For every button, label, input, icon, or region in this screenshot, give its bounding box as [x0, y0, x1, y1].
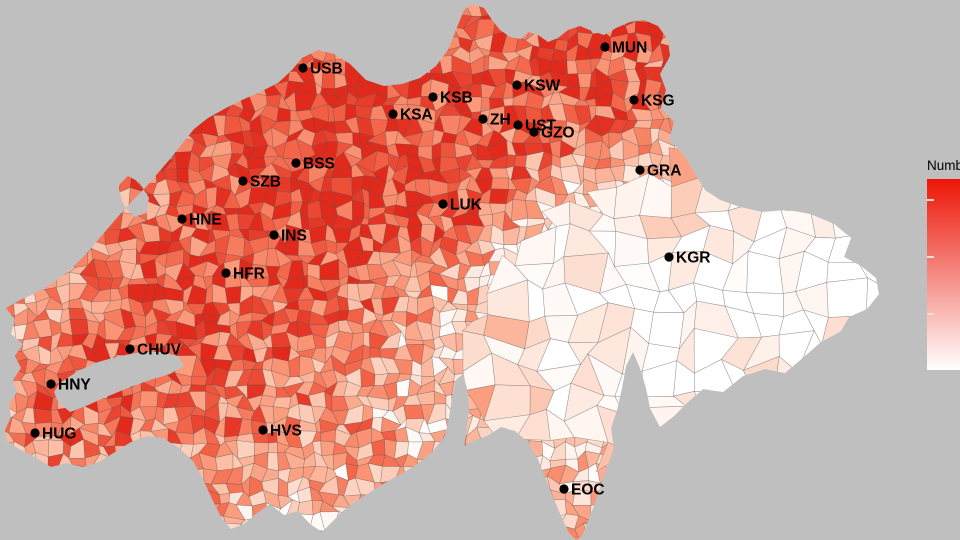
legend-colorbar — [927, 179, 960, 370]
marker-dot-icon — [46, 379, 56, 389]
marker-dot-icon — [258, 425, 268, 435]
legend-tick — [927, 256, 934, 258]
hospital-marker-ins: INS — [269, 228, 307, 245]
marker-label: KSA — [400, 107, 433, 124]
marker-label: LUK — [450, 197, 483, 214]
marker-dot-icon — [388, 109, 398, 119]
marker-label: HUG — [42, 426, 76, 443]
hospital-marker-hny: HNY — [46, 377, 91, 394]
marker-dot-icon — [221, 268, 231, 278]
legend-tick — [927, 199, 934, 201]
marker-label: HVS — [270, 423, 302, 440]
marker-dot-icon — [513, 120, 523, 130]
marker-dot-icon — [291, 158, 301, 168]
marker-label: KSG — [641, 93, 675, 110]
marker-label: GZO — [541, 125, 575, 142]
marker-label: USB — [310, 61, 343, 78]
marker-dot-icon — [512, 80, 522, 90]
marker-dot-icon — [664, 252, 674, 262]
hospital-marker-hvs: HVS — [258, 423, 302, 440]
legend-tick — [927, 313, 934, 315]
hospital-marker-hug: HUG — [30, 426, 76, 443]
hospital-marker-eoc: EOC — [559, 482, 605, 499]
marker-label: HNY — [58, 377, 91, 394]
marker-label: HNE — [189, 212, 222, 229]
hospital-marker-luk: LUK — [438, 197, 483, 214]
hospital-marker-gra: GRA — [635, 163, 681, 180]
marker-label: SZB — [250, 174, 281, 191]
hospital-marker-hne: HNE — [177, 212, 222, 229]
hospital-marker-ksw: KSW — [512, 78, 561, 95]
marker-dot-icon — [559, 484, 569, 494]
hospital-marker-szb: SZB — [238, 174, 281, 191]
hospital-marker-mun: MUN — [600, 40, 647, 57]
hospital-marker-chuv: CHUV — [125, 342, 182, 359]
marker-dot-icon — [600, 42, 610, 52]
marker-label: ZH — [490, 112, 511, 129]
marker-label: BSS — [303, 156, 335, 173]
hospital-marker-bss: BSS — [291, 156, 335, 173]
marker-dot-icon — [30, 428, 40, 438]
marker-label: INS — [281, 228, 307, 245]
marker-dot-icon — [125, 344, 135, 354]
hospital-marker-ksg: KSG — [629, 93, 675, 110]
marker-label: CHUV — [137, 342, 182, 359]
hospital-marker-kgr: KGR — [664, 250, 710, 267]
marker-label: HFR — [233, 266, 265, 283]
hospital-marker-gzo: GZO — [529, 125, 575, 142]
legend: Numb — [927, 158, 960, 370]
marker-dot-icon — [269, 230, 279, 240]
marker-label: GRA — [647, 163, 681, 180]
marker-dot-icon — [478, 114, 488, 124]
marker-dot-icon — [238, 176, 248, 186]
marker-dot-icon — [529, 127, 539, 137]
marker-label: MUN — [612, 40, 647, 57]
marker-dot-icon — [629, 95, 639, 105]
marker-dot-icon — [177, 214, 187, 224]
hospital-marker-ksa: KSA — [388, 107, 433, 124]
marker-label: KSB — [440, 90, 473, 107]
marker-label: KSW — [524, 78, 561, 95]
marker-label: EOC — [571, 482, 605, 499]
marker-dot-icon — [635, 165, 645, 175]
marker-dot-icon — [428, 92, 438, 102]
legend-title: Numb — [927, 158, 960, 173]
hospital-marker-ksb: KSB — [428, 90, 473, 107]
hospital-marker-hfr: HFR — [221, 266, 265, 283]
marker-label: KGR — [676, 250, 710, 267]
marker-dot-icon — [438, 199, 448, 209]
marker-dot-icon — [298, 63, 308, 73]
hospital-marker-zh: ZH — [478, 112, 511, 129]
hospital-marker-usb: USB — [298, 61, 343, 78]
